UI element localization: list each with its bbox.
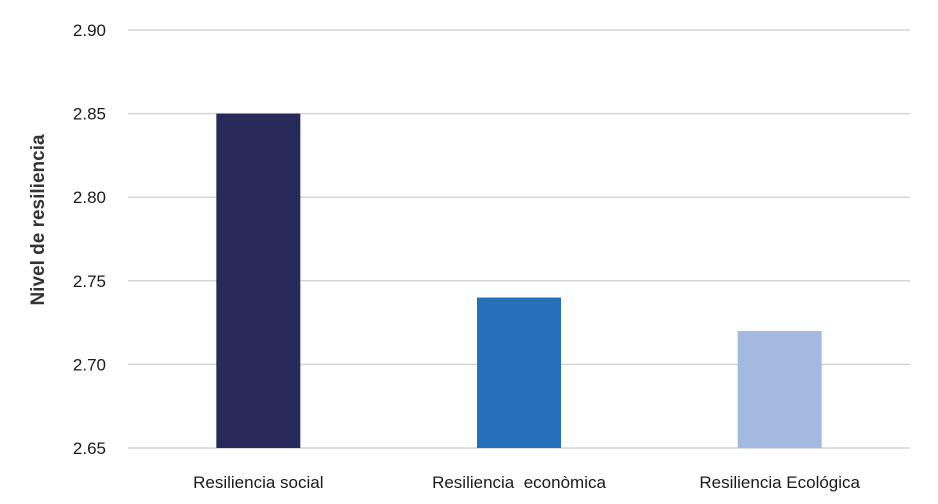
y-tick-label: 2.65 [73, 439, 106, 458]
bar [737, 330, 822, 448]
y-axis-title: Nivel de resiliencia [28, 134, 49, 306]
x-axis-category-labels: Resiliencia social Resiliencia econòmica R… [193, 473, 860, 492]
bar [477, 297, 561, 448]
bars [216, 113, 822, 448]
x-category-label: Resiliencia Ecológica [699, 473, 860, 492]
y-tick-label: 2.75 [73, 272, 106, 291]
x-category-label: Resiliencia social [193, 473, 323, 492]
y-tick-label: 2.90 [73, 21, 106, 40]
bar [216, 113, 301, 448]
y-tick-label: 2.85 [73, 105, 106, 124]
y-tick-label: 2.70 [73, 355, 106, 374]
x-category-label: Resiliencia econòmica [432, 473, 606, 492]
y-tick-label: 2.80 [73, 188, 106, 207]
y-axis-tick-labels: 2.90 2.85 2.80 2.75 2.70 2.65 [73, 21, 106, 458]
